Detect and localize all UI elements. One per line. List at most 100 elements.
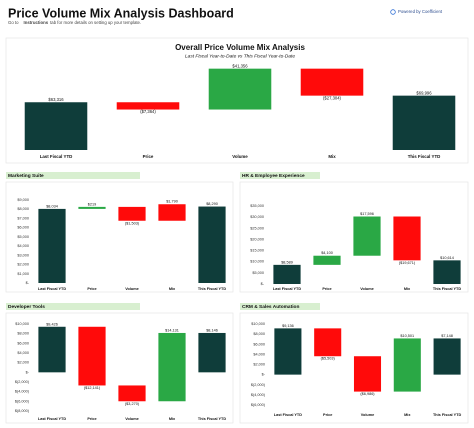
value-label: $8,034 [46, 204, 58, 208]
chart-title: Overall Price Volume Mix Analysis [175, 43, 305, 52]
title-strip [240, 172, 320, 179]
x-tick-label: Volume [232, 154, 248, 159]
chart-title: CRM & Sales Automation [242, 304, 299, 310]
y-tick-label: $2,000 [253, 363, 265, 367]
title-strip [240, 303, 320, 310]
y-tick-label: $(2,000) [15, 380, 30, 384]
y-tick-label: $25,000 [250, 226, 264, 230]
value-label: $63,316 [48, 97, 64, 102]
x-tick-label: This Fiscal YTD [433, 287, 461, 291]
value-label: $17,596 [360, 212, 374, 216]
y-tick-label: $6,000 [253, 342, 265, 346]
y-tick-label: $10,000 [251, 322, 265, 326]
y-tick-label: $9,000 [17, 198, 29, 202]
y-tick-label: $4,000 [253, 352, 265, 356]
bar [38, 326, 66, 373]
x-tick-label: Volume [360, 287, 373, 291]
bar [393, 338, 421, 392]
bar [118, 385, 146, 402]
bar [198, 332, 226, 373]
y-tick-label: $7,000 [17, 216, 29, 220]
bar [24, 102, 88, 150]
chart-title: Developer Tools [8, 304, 45, 310]
y-tick-label: $1,000 [17, 272, 29, 276]
x-tick-label: Volume [125, 287, 138, 291]
y-tick-label: $10,000 [250, 260, 264, 264]
chart-title: Marketing Suite [8, 173, 44, 179]
chart-title: HR & Employee Experience [242, 173, 305, 179]
y-tick-label: $(6,000) [15, 399, 30, 403]
bar [158, 332, 186, 402]
powered-by[interactable]: Powered by Coefficient [398, 9, 443, 14]
y-tick-label: $20,000 [250, 237, 264, 241]
value-label: ($6,986) [360, 392, 375, 396]
bar [433, 260, 461, 284]
x-tick-label: Mix [404, 413, 411, 417]
x-tick-label: Mix [404, 287, 411, 291]
bar [158, 204, 186, 221]
y-tick-label: $4,000 [17, 244, 29, 248]
x-tick-label: This Fiscal YTD [198, 287, 226, 291]
value-label: $7,148 [441, 334, 453, 338]
note: Go to Instructions tab for more details on… [8, 20, 141, 25]
bar [78, 326, 106, 386]
y-tick-label: $4,000 [17, 351, 29, 355]
x-tick-label: Last Fiscal YTD [38, 287, 66, 291]
value-label: ($3,270) [125, 402, 140, 406]
value-label: $10,614 [440, 256, 454, 260]
bar [78, 206, 106, 209]
note-suffix: tab for more details on setting up your … [50, 20, 141, 25]
bar [300, 68, 364, 96]
bar [118, 206, 146, 221]
y-tick-label: $15,000 [250, 249, 264, 253]
bar [208, 68, 272, 110]
bar [116, 102, 180, 110]
value-label: $10,501 [400, 334, 414, 338]
bar [392, 95, 456, 150]
y-tick-label: $(4,000) [251, 393, 266, 397]
value-label: ($1,503) [125, 221, 140, 225]
y-tick-label: $6,000 [17, 226, 29, 230]
value-label: ($5,503) [321, 357, 336, 361]
logo [390, 9, 396, 15]
value-label: $8,146 [206, 328, 218, 332]
chart-subtitle: Last Fiscal Year-to-Date vs This Fiscal … [185, 53, 295, 59]
x-tick-label: This Fiscal YTD [408, 154, 441, 159]
value-label: ($12,141) [84, 386, 101, 390]
x-tick-label: This Fiscal YTD [433, 413, 461, 417]
x-tick-label: Last Fiscal YTD [40, 154, 73, 159]
bar [274, 328, 302, 375]
y-tick-label: $- [261, 282, 265, 286]
bar [393, 216, 421, 261]
value-label: ($7,364) [140, 109, 156, 114]
value-label: $9,136 [282, 324, 294, 328]
y-tick-label: $10,000 [15, 322, 29, 326]
value-label: $8,290 [206, 202, 218, 206]
bar [38, 208, 66, 283]
bar [314, 328, 342, 357]
y-tick-label: $2,000 [17, 361, 29, 365]
y-tick-label: $(6,000) [251, 403, 266, 407]
value-label: $9,426 [46, 322, 58, 326]
note-link[interactable]: Instructions [24, 20, 49, 25]
y-tick-label: $8,000 [17, 332, 29, 336]
y-tick-label: $- [262, 373, 266, 377]
title-strip [6, 303, 140, 310]
y-tick-label: $8,000 [253, 332, 265, 336]
bar [313, 255, 341, 265]
x-tick-label: Mix [328, 154, 336, 159]
x-tick-label: Price [87, 417, 96, 421]
x-tick-label: Last Fiscal YTD [38, 417, 66, 421]
value-label: $219 [88, 202, 96, 206]
x-tick-label: Volume [125, 417, 138, 421]
x-tick-label: This Fiscal YTD [198, 417, 226, 421]
bar [433, 338, 461, 375]
y-tick-label: $(4,000) [15, 390, 30, 394]
value-label: $69,996 [416, 90, 432, 95]
x-tick-label: Price [87, 287, 96, 291]
x-tick-label: Volume [361, 413, 374, 417]
value-label: ($19,671) [399, 261, 416, 265]
x-tick-label: Last Fiscal YTD [273, 287, 301, 291]
y-tick-label: $(2,000) [251, 383, 266, 387]
